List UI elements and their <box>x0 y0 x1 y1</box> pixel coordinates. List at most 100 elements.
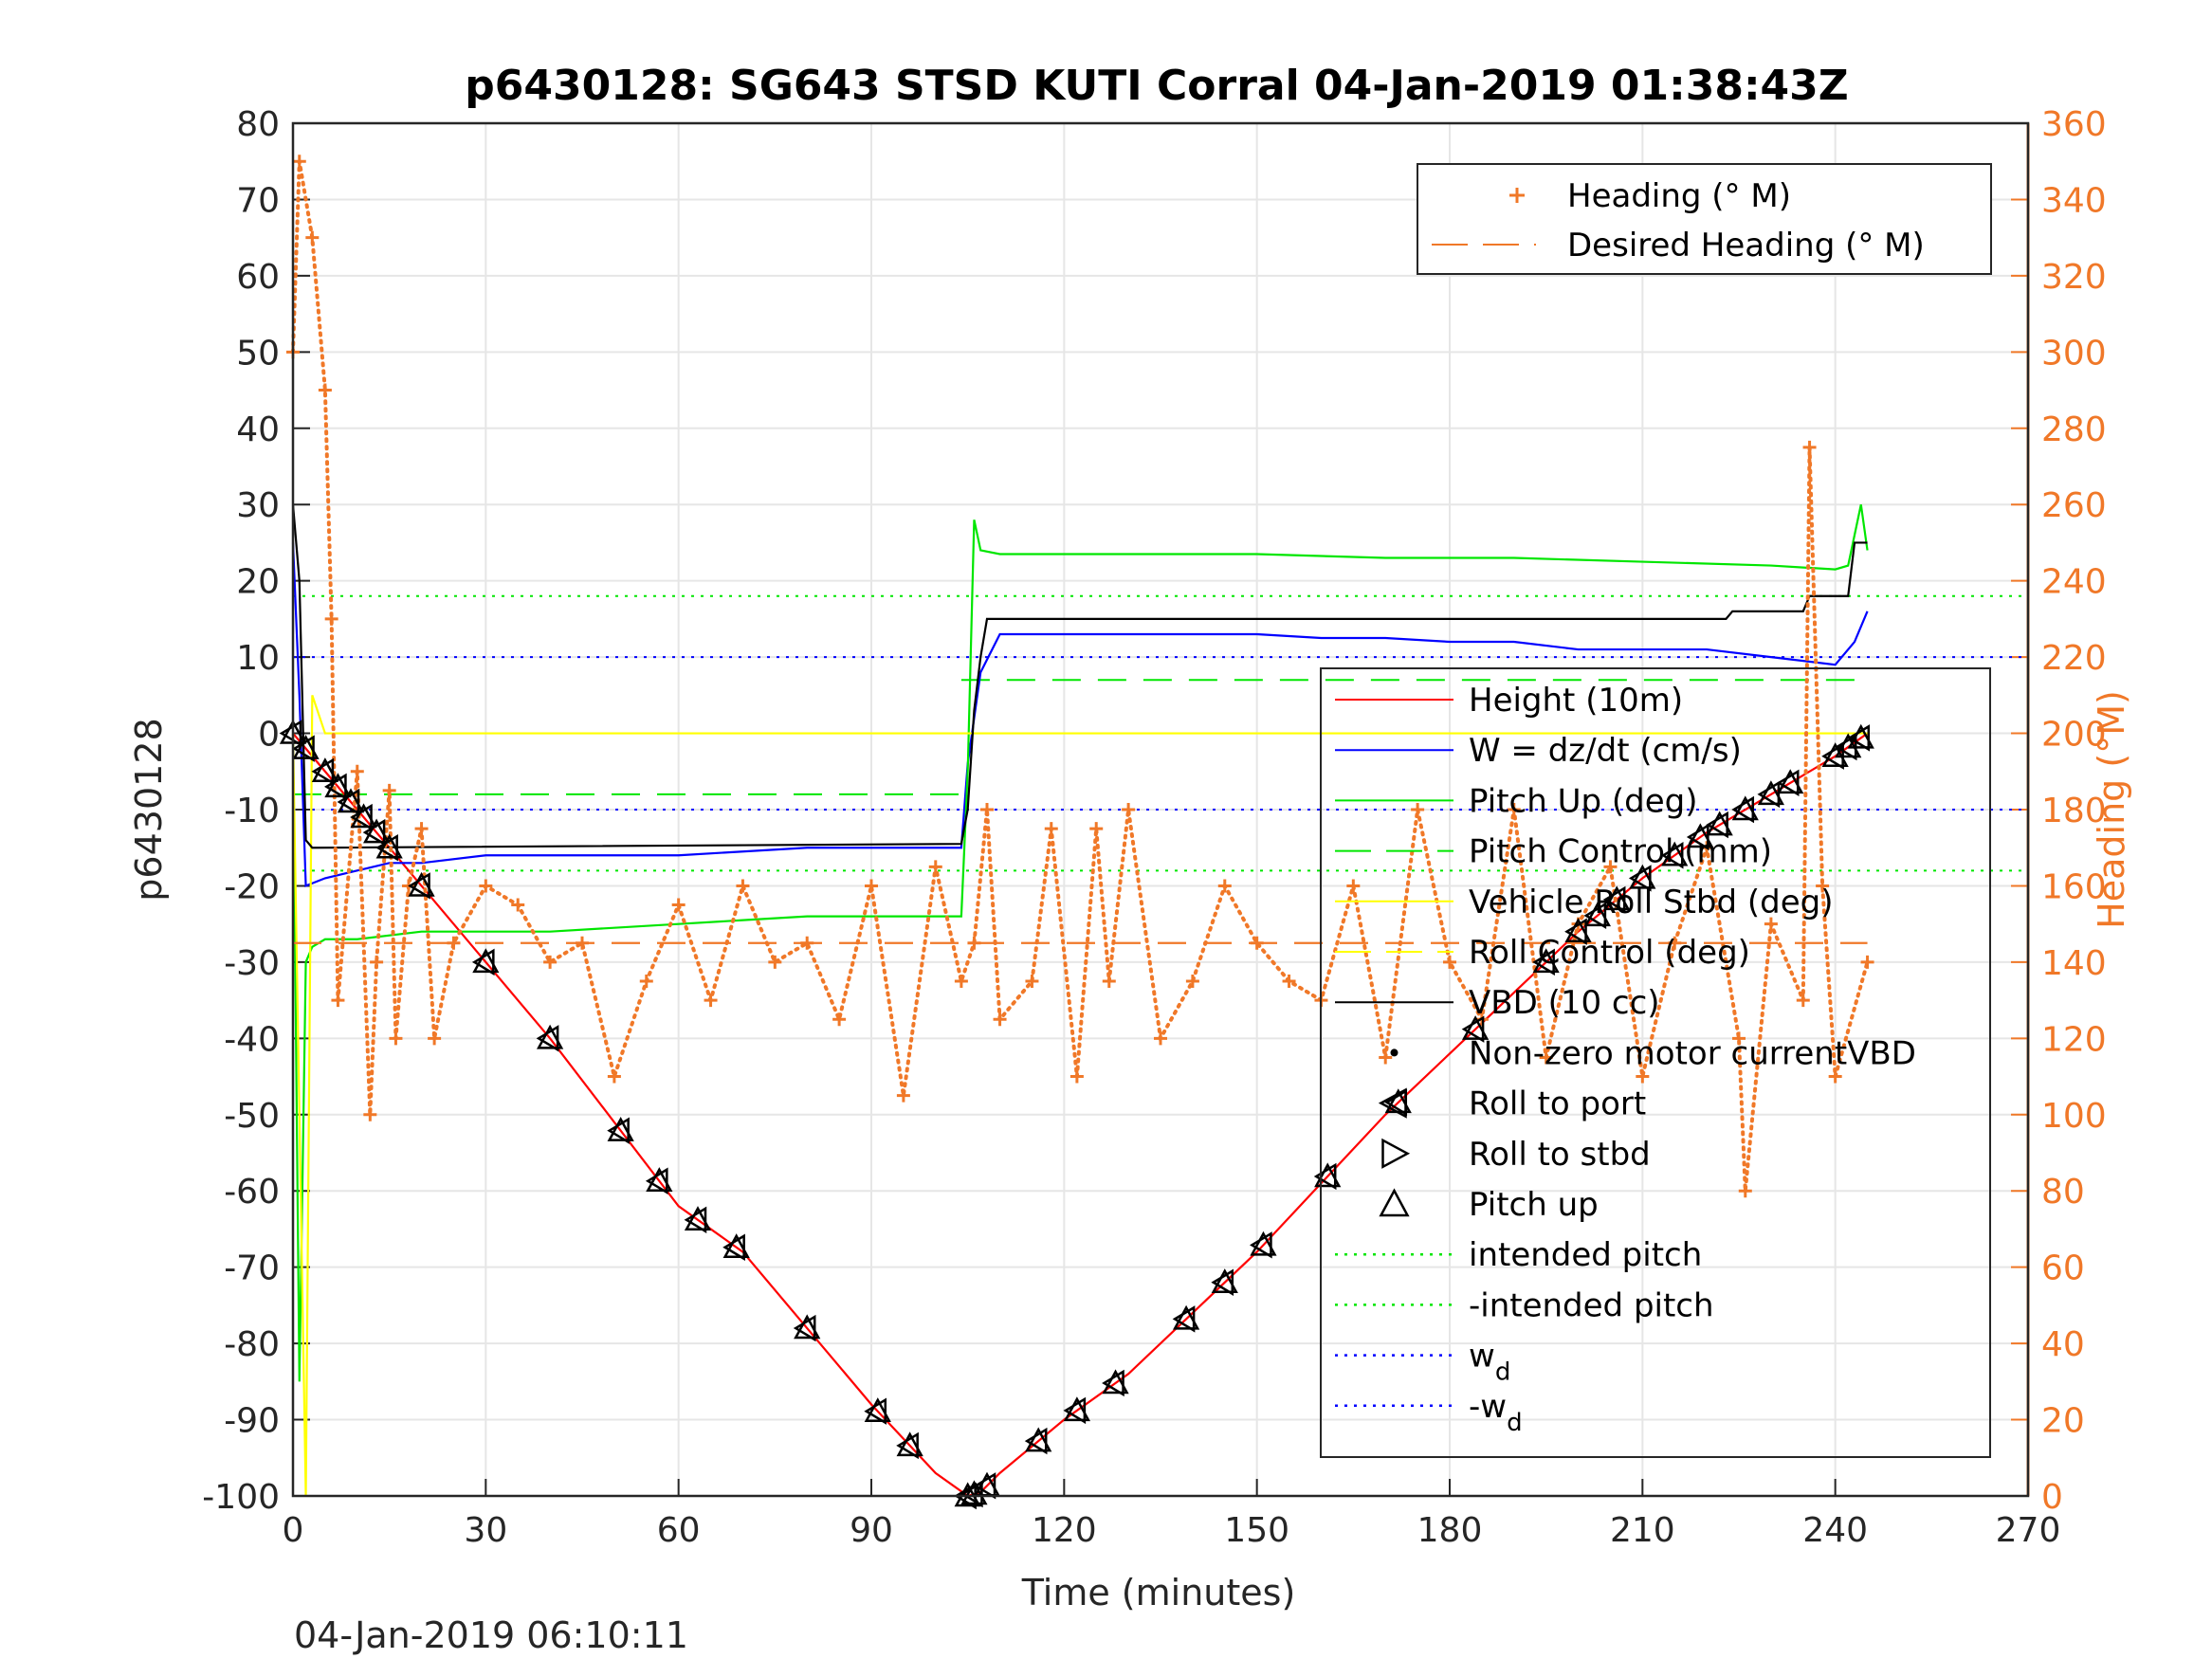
heading-trace <box>291 160 1870 1192</box>
roll-marker <box>324 773 347 801</box>
y-tick-label-right: 40 <box>2041 1325 2085 1364</box>
y-tick-label-left: 30 <box>236 486 280 525</box>
y-tick-label-right: 20 <box>2041 1402 2085 1441</box>
roll-marker <box>1847 724 1871 752</box>
pitch-up-marker <box>1706 811 1733 836</box>
y-tick-label-right: 60 <box>2041 1249 2085 1288</box>
pitch-up-marker <box>1173 1304 1200 1330</box>
legend-swatch <box>1378 1087 1407 1119</box>
y-tick-label-left: -50 <box>224 1097 280 1136</box>
roll-marker <box>1602 885 1626 914</box>
y-axis-label-left: p6430128 <box>128 718 170 901</box>
pitch-up-marker <box>1583 902 1611 927</box>
pitch-up-marker <box>1629 864 1656 889</box>
roll-marker <box>722 1233 745 1261</box>
y-tick-label-left: -100 <box>202 1478 280 1517</box>
legend-label: Vehicle Roll Stbd (deg) <box>1469 884 1834 921</box>
legend-label: Desired Heading (° M) <box>1567 227 1925 264</box>
x-tick-label: 30 <box>464 1511 507 1550</box>
roll-marker <box>793 1314 816 1342</box>
pitch-up-marker <box>960 1480 988 1505</box>
legend-subscript: d <box>1495 1358 1511 1387</box>
x-tick-label: 210 <box>1610 1511 1675 1550</box>
x-tick-label: 0 <box>283 1511 304 1550</box>
pitch-up-marker <box>1314 1162 1342 1188</box>
pitch-up-marker <box>472 948 500 974</box>
pitch-up-marker <box>1063 1396 1090 1422</box>
y-tick-label-left: 50 <box>236 334 280 373</box>
pitch-up-marker <box>408 871 435 897</box>
y-tick-label-left: 0 <box>258 716 280 755</box>
x-tick-label: 90 <box>850 1511 893 1550</box>
roll-marker <box>1706 811 1728 839</box>
roll-marker <box>1211 1268 1234 1296</box>
x-tick-label: 60 <box>657 1511 701 1550</box>
pitch-up-marker <box>1661 841 1689 866</box>
roll-marker <box>350 803 373 831</box>
pitch-up-marker <box>350 803 377 829</box>
pitch-up-marker <box>722 1233 750 1258</box>
y-tick-label-left: -10 <box>224 792 280 830</box>
roll-marker <box>607 1117 630 1144</box>
roll-marker <box>645 1167 668 1194</box>
legend-swatch <box>1390 1048 1398 1057</box>
legend-swatch <box>1379 1188 1410 1217</box>
y-tick-label-right: 200 <box>2041 716 2107 755</box>
y-tick-label-right: 340 <box>2041 181 2107 220</box>
plot-frame <box>291 121 2030 1498</box>
pitch-up-marker <box>684 1206 712 1231</box>
y-tick-label-left: -80 <box>224 1325 280 1364</box>
pitch-up-marker <box>1603 885 1631 911</box>
y-tick-label-right: 160 <box>2041 867 2107 906</box>
roll-marker <box>337 788 360 816</box>
y-tick-label-left: -70 <box>224 1249 280 1288</box>
pitch-up-marker <box>1835 733 1862 758</box>
legend-label: Pitch Up (deg) <box>1469 782 1697 820</box>
roll-marker <box>1063 1396 1087 1425</box>
x-tick-label: 240 <box>1802 1511 1868 1550</box>
roll-marker <box>1250 1231 1272 1259</box>
roll-marker <box>375 834 398 862</box>
y-tick-label-left: 60 <box>236 258 280 297</box>
series-layer <box>286 155 2028 1498</box>
y-tick-label-left: 70 <box>236 181 280 220</box>
pitch-up-marker <box>292 735 320 759</box>
pitch-up-marker <box>1211 1268 1238 1294</box>
legend-label: Roll to port <box>1469 1085 1646 1123</box>
pitch-up-marker <box>1821 742 1849 767</box>
legend-main-box <box>1320 667 1991 1458</box>
roll-marker <box>1686 823 1709 851</box>
pitch-up-marker <box>1102 1369 1129 1395</box>
legend-label: Roll Control (deg) <box>1469 934 1750 972</box>
legend-label: Heading (° M) <box>1567 177 1791 215</box>
pitch-up-marker <box>1777 769 1804 794</box>
pitch-up-marker <box>794 1314 821 1340</box>
pitch-up-marker <box>607 1117 634 1141</box>
y-axis-label-right: Heading (°M) <box>2091 690 2132 929</box>
y-tick-label-left: -30 <box>224 944 280 983</box>
pitch-up-marker <box>1731 795 1759 821</box>
roll-marker <box>292 735 315 762</box>
x-tick-label: 150 <box>1224 1511 1289 1550</box>
x-tick-label: 120 <box>1032 1511 1097 1550</box>
pitch-up-marker <box>1532 948 1560 974</box>
pitch-up-marker <box>363 818 391 844</box>
pitch-up-marker <box>311 757 338 783</box>
pitch-up-marker <box>537 1024 564 1049</box>
y-tick-label-right: 180 <box>2041 792 2107 830</box>
pitch-up-marker <box>1687 823 1714 848</box>
pitch-up-marker <box>324 773 352 798</box>
roll-marker <box>1313 1162 1337 1191</box>
pitch-up-marker <box>1250 1231 1277 1256</box>
roll-marker <box>1583 902 1607 930</box>
pitch-up-marker <box>864 1397 891 1422</box>
legend-label: Non-zero motor currentVBD <box>1469 1034 1916 1072</box>
roll-marker <box>1628 865 1652 892</box>
legend-label: intended pitch <box>1469 1236 1702 1274</box>
x-axis-label: Time (minutes) <box>1021 1572 1296 1613</box>
y-tick-label-left: -90 <box>224 1402 280 1441</box>
roll-marker <box>408 872 430 900</box>
vbd-10-cc-line <box>291 504 1868 849</box>
marker-layer <box>279 719 1874 1510</box>
